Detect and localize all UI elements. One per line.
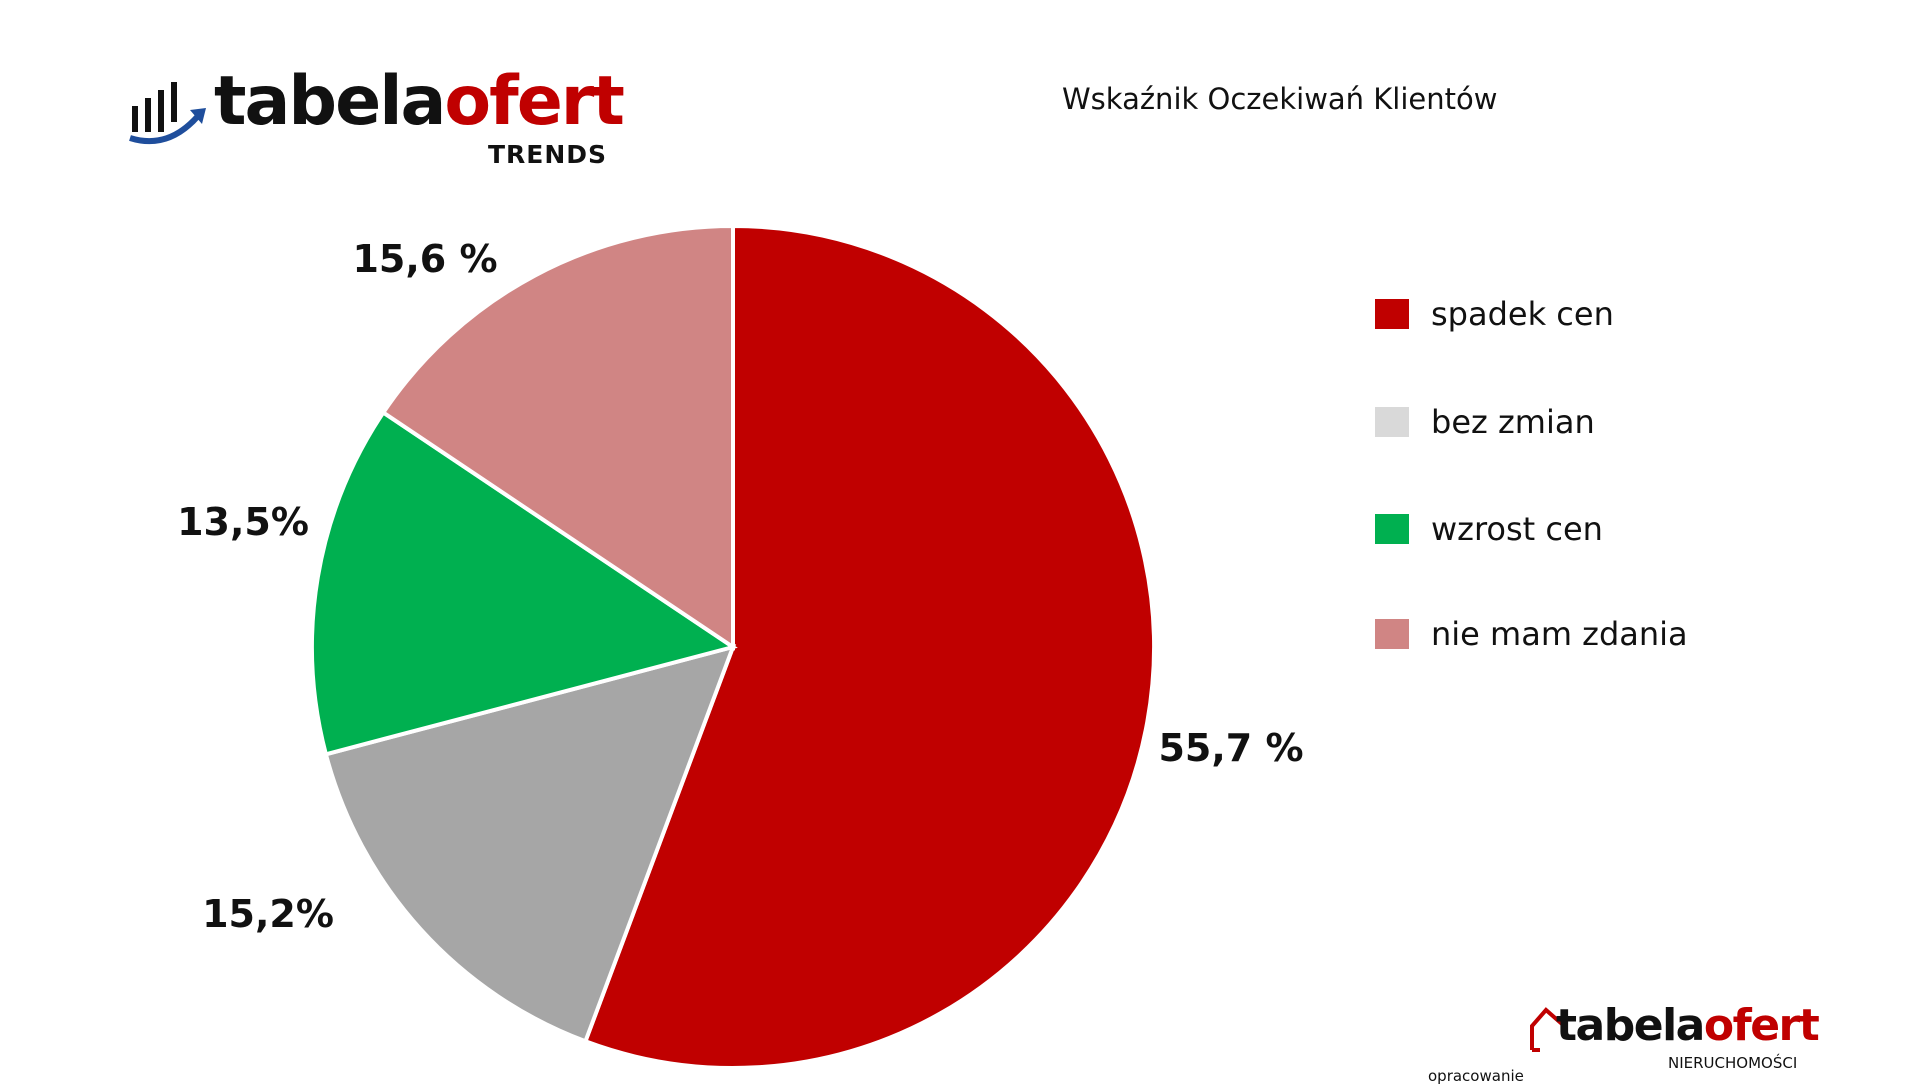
house-icon <box>1530 1007 1564 1052</box>
legend-swatch <box>1375 299 1409 329</box>
slice-label-wzrost-cen: 13,5% <box>177 500 309 544</box>
pie-slice-wzrost-cen <box>310 409 738 757</box>
logo-word-red: ofert <box>444 62 624 141</box>
legend-swatch <box>1375 619 1409 649</box>
legend-swatch <box>1375 407 1409 437</box>
legend-label: wzrost cen <box>1431 510 1603 548</box>
legend-swatch <box>1375 514 1409 544</box>
legend-label: spadek cen <box>1431 295 1614 333</box>
logo-subtitle: NIERUCHOMOŚCI <box>1668 1054 1798 1072</box>
pie-slice-spadek-cen <box>582 223 1156 1070</box>
slice-label-spadek-cen: 55,7 % <box>1158 726 1304 770</box>
legend-label: nie mam zdania <box>1431 615 1688 653</box>
legend-item-nie-mam-zdania: nie mam zdania <box>1375 615 1688 653</box>
legend-item-wzrost-cen: wzrost cen <box>1375 510 1603 548</box>
chart-growth-icon <box>129 82 206 145</box>
pie-slice-nie-mam-zdania <box>380 223 735 651</box>
logo-subtitle: TRENDS <box>488 140 608 169</box>
legend-item-spadek-cen: spadek cen <box>1375 295 1614 333</box>
legend-item-bez-zmian: bez zmian <box>1375 403 1595 441</box>
slice-label-nie-mam-zdania: 15,6 % <box>352 237 498 281</box>
chart-title: Wskaźnik Oczekiwań Klientów <box>1062 82 1498 116</box>
logo-word-red: ofert <box>1703 1000 1820 1051</box>
pie-slice-bez-zmian <box>323 644 737 1044</box>
credit-text: opracowanie <box>1428 1067 1524 1085</box>
logo-word-black: tabela <box>1556 1000 1705 1051</box>
slice-label-bez-zmian: 15,2% <box>202 892 334 936</box>
logo-word-black: tabela <box>214 62 446 141</box>
legend-label: bez zmian <box>1431 403 1595 441</box>
